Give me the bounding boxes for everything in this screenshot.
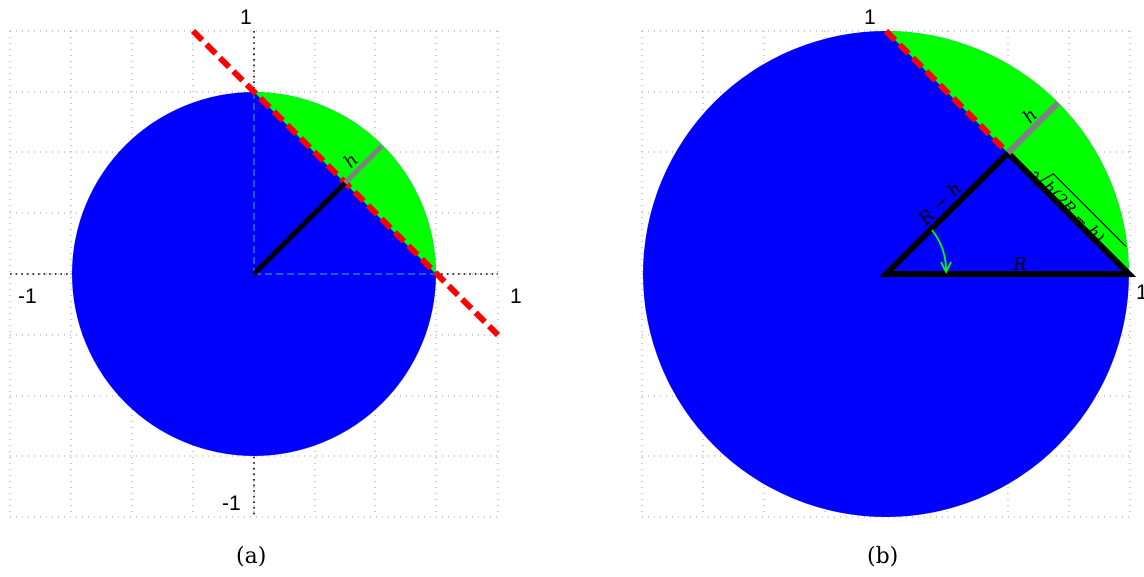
angle-arrowhead: [940, 261, 952, 275]
panel-a: h 1 -1 -1 1 (a): [9, 6, 522, 569]
right-triangle: [878, 148, 1137, 277]
tick-left: -1: [18, 285, 37, 308]
apothem-line: [252, 181, 347, 276]
sqrt-radical-sign: [1032, 171, 1127, 248]
R-label: R: [1012, 254, 1027, 275]
h-segment: [343, 144, 384, 185]
tick-right: 1: [1136, 281, 1144, 304]
tick-top: 1: [240, 6, 252, 29]
panel-b: h R − h R h(2R − h) 1 1 (b): [641, 6, 1144, 569]
tick-top: 1: [864, 6, 876, 29]
caption-b: (b): [867, 544, 898, 569]
angle-arc-arrow: [931, 229, 947, 271]
h-segment: [1005, 100, 1061, 156]
chord-line: [883, 28, 1011, 156]
right-triangle-guides: [253, 92, 436, 275]
tick-right: 1: [510, 285, 522, 308]
tick-bottom: -1: [222, 492, 241, 515]
caption-a: (a): [236, 544, 266, 569]
